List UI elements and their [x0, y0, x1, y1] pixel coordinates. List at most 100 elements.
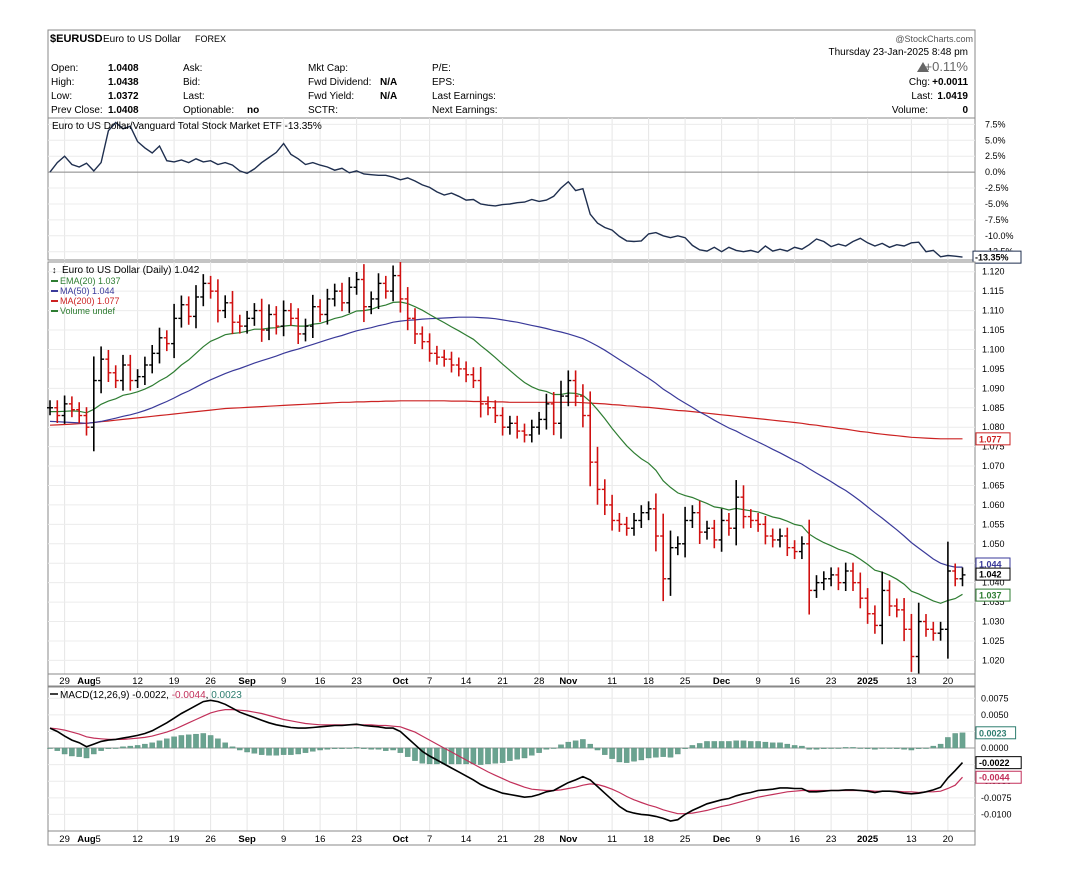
y-tick-label: 1.035 [982, 597, 1005, 607]
col3-label: SCTR: [308, 105, 338, 116]
bottom-x-label: 29 [59, 834, 70, 845]
value-tag: 1.044 [979, 560, 1002, 570]
macd-histogram-bar [507, 747, 513, 761]
legend-label: EMA(20) 1.037 [60, 276, 121, 286]
macd-histogram-bar [894, 747, 900, 749]
macd-histogram-bar [273, 747, 280, 756]
macd-histogram-bar [492, 747, 499, 764]
mid-x-label: 23 [351, 676, 362, 687]
value-tag: -0.0044 [979, 773, 1010, 783]
macd-histogram-bar [251, 747, 258, 754]
macd-histogram-bar [171, 736, 177, 749]
macd-histogram-bar [602, 747, 608, 755]
macd-histogram-bar [842, 747, 849, 749]
macd-histogram-bar [368, 747, 374, 750]
source-label: @StockCharts.com [895, 34, 973, 44]
y-tick-label: 1.030 [982, 617, 1005, 627]
bottom-x-label: Nov [559, 834, 578, 845]
macd-histogram-bar [872, 747, 878, 750]
macd-histogram-bar [857, 747, 864, 749]
right-value: +0.0011 [932, 77, 968, 88]
macd-histogram-bar [755, 741, 761, 749]
col1-label: Open: [51, 63, 78, 74]
mid-x-label: 12 [132, 676, 143, 687]
macd-histogram-bar [864, 747, 871, 749]
macd-histogram-bar [689, 745, 696, 749]
value-tag: 1.037 [979, 591, 1002, 601]
macd-histogram-bar [521, 747, 528, 759]
macd-histogram-bar [587, 743, 593, 749]
y-tick-label: -2.5% [985, 183, 1009, 193]
macd-histogram-bar [412, 747, 418, 761]
right-label: Chg: [909, 77, 930, 88]
rs-last-label: -13.35% [975, 253, 1009, 263]
bottom-x-label: 7 [427, 834, 432, 845]
col1-value: 1.0438 [108, 77, 139, 88]
legend-label: MA(50) 1.044 [60, 286, 115, 296]
mid-x-label: 9 [755, 676, 760, 687]
macd-histogram-bar [915, 747, 922, 749]
macd-histogram-bar [91, 747, 97, 755]
macd-histogram-bar [397, 747, 404, 753]
y-tick-label: -7.5% [985, 215, 1009, 225]
macd-histogram-bar [653, 747, 659, 758]
y-tick-label: 1.050 [982, 539, 1005, 549]
mid-x-label: 9 [281, 676, 286, 687]
macd-histogram-bar [310, 747, 316, 752]
macd-histogram-bar [244, 747, 250, 753]
y-tick-label: 1.090 [982, 383, 1005, 393]
macd-histogram-bar [324, 747, 331, 750]
macd-histogram-bar [258, 747, 265, 755]
macd-histogram-bar [558, 744, 564, 749]
macd-histogram-bar [69, 747, 75, 757]
col2-value: no [247, 105, 259, 116]
bottom-x-label: 23 [826, 834, 837, 845]
y-tick-label: 1.110 [982, 306, 1004, 316]
macd-histogram-bar [594, 747, 601, 751]
macd-histogram-bar [806, 747, 812, 750]
macd-histogram-bar [514, 747, 520, 760]
macd-histogram-bar [61, 747, 68, 755]
x-axis-band [47, 673, 976, 687]
y-tick-label: 0.0075 [981, 693, 1009, 703]
mid-x-label: 25 [680, 676, 691, 687]
macd-histogram-bar [470, 747, 477, 765]
symbol-name: Euro to US Dollar [103, 34, 181, 45]
value-tag: 0.0023 [979, 728, 1007, 738]
value-tag-box [975, 588, 1011, 602]
bottom-x-label: 26 [205, 834, 216, 845]
mid-x-label: Aug [77, 676, 96, 687]
value-tag-box [975, 770, 1022, 784]
y-tick-label: 1.085 [982, 403, 1005, 413]
y-tick-label: 1.025 [982, 636, 1005, 646]
macd-histogram-bar [616, 747, 623, 763]
rs-panel [47, 117, 976, 261]
mid-x-label: 28 [534, 676, 545, 687]
bottom-x-label: Dec [713, 834, 730, 845]
macd-histogram-bar [886, 747, 893, 749]
macd-histogram-bar [280, 747, 287, 755]
y-tick-label: -0.0100 [981, 809, 1012, 819]
col3-label: Fwd Yield: [308, 91, 354, 102]
y-tick-label: 1.070 [982, 461, 1005, 471]
macd-histogram-bar [353, 747, 360, 749]
col2-label: Ask: [183, 63, 202, 74]
macd-histogram-bar [784, 743, 791, 749]
y-tick-label: 1.095 [982, 364, 1005, 374]
macd-histogram-bar [266, 747, 272, 756]
macd-histogram-bar [178, 735, 185, 749]
right-label: Volume: [892, 105, 928, 116]
macd-histogram-bar [799, 745, 805, 749]
macd-histogram-bar [207, 735, 214, 749]
col3-label: Mkt Cap: [308, 63, 348, 74]
col2-label: Last: [183, 91, 205, 102]
value-tag: -0.0022 [979, 758, 1010, 768]
mid-x-label: 29 [59, 676, 70, 687]
macd-histogram-bar [237, 747, 243, 751]
chart-type-icon: ↕ [52, 265, 57, 275]
value-tag: 1.077 [979, 434, 1002, 444]
macd-histogram-bar [762, 741, 769, 749]
macd-signal-line [49, 709, 963, 815]
bottom-x-label: 2025 [857, 834, 879, 845]
